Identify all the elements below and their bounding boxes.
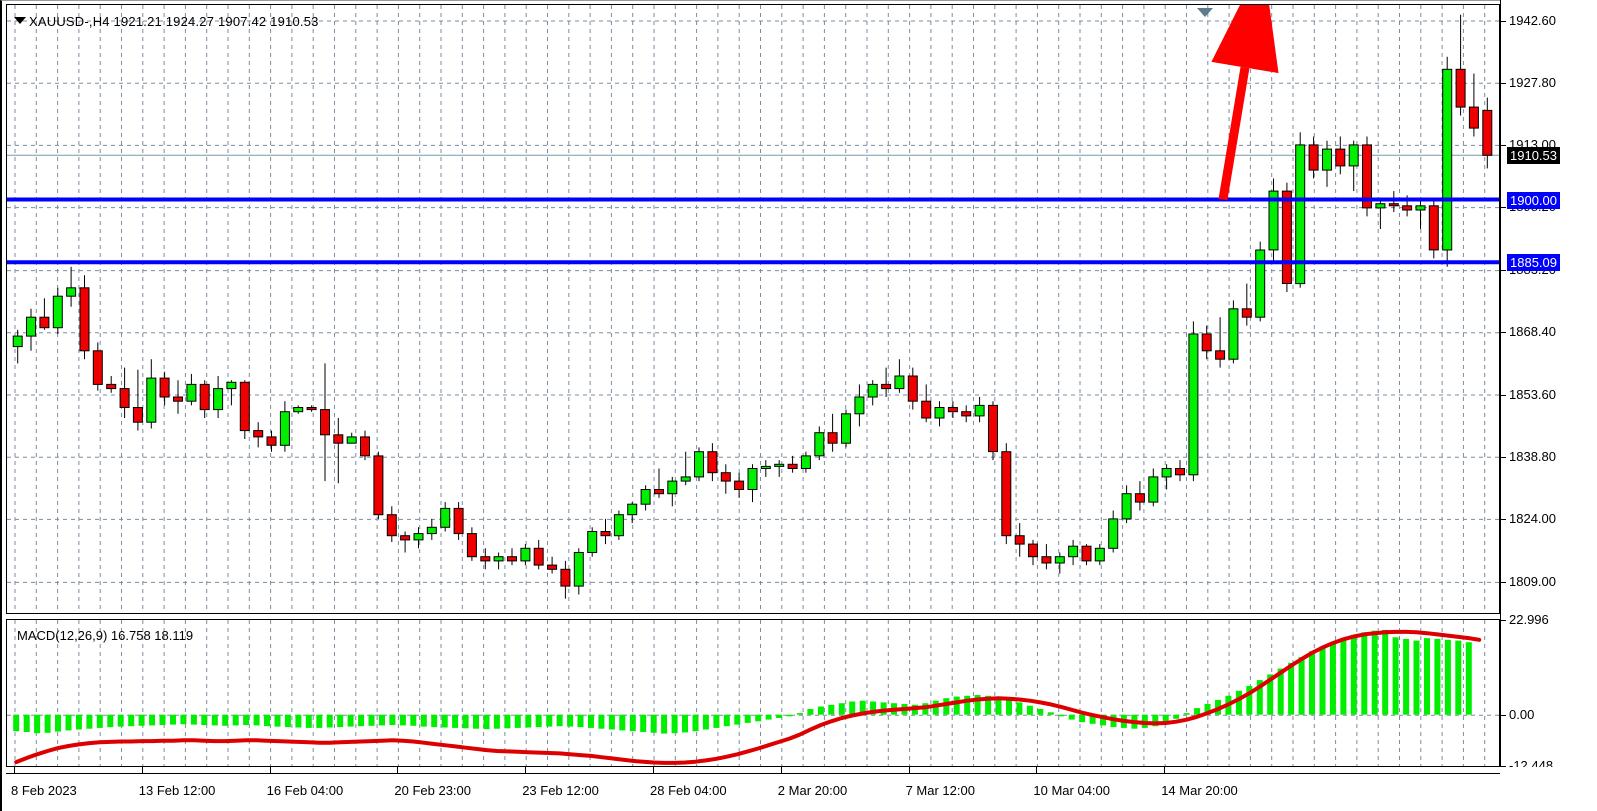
time-tick-label: 16 Feb 04:00 — [266, 783, 344, 798]
time-tick-label: 20 Feb 23:00 — [394, 783, 472, 798]
time-tick — [269, 767, 271, 773]
price-tick — [1500, 144, 1506, 146]
triangle-marker-icon — [1197, 8, 1213, 17]
price-tick-label: 1868.40 — [1509, 324, 1556, 340]
time-tick-label: 2 Mar 20:00 — [777, 783, 848, 798]
time-tick — [14, 767, 15, 773]
price-chart-svg — [7, 5, 1499, 613]
macd-axis: 22.996 0.00 -12.448 — [1500, 613, 1597, 772]
price-axis[interactable]: 1942.601927.801913.001898.201883.201868.… — [1500, 0, 1597, 767]
collapse-triangle-down-icon[interactable] — [14, 17, 26, 24]
price-tick-label: 1853.60 — [1509, 386, 1556, 402]
time-tick-label: 28 Feb 04:00 — [650, 783, 727, 798]
price-tick-label: 1942.60 — [1509, 12, 1556, 28]
price-tick — [1500, 518, 1506, 520]
price-tick — [1500, 82, 1506, 84]
macd-axis-line — [1500, 619, 1501, 767]
time-tick-label: 10 Mar 04:00 — [1033, 783, 1110, 798]
macd-tick — [1500, 714, 1506, 716]
macd-tick — [1500, 620, 1506, 621]
macd-plot-area[interactable] — [7, 620, 1499, 766]
macd-label: MACD(12,26,9) 16.758 18.119 — [17, 628, 194, 643]
time-axis-line — [6, 773, 1500, 774]
symbol-ohlc-label: XAUUSD-,H4 1921.21 1924.27 1907.42 1910.… — [29, 14, 319, 29]
price-plot-area[interactable] — [7, 5, 1499, 613]
time-tick-label: 7 Mar 12:00 — [905, 783, 975, 798]
time-tick — [525, 767, 527, 773]
price-tick-label: 1824.00 — [1509, 510, 1556, 526]
level-label-1900[interactable]: 1900.00 — [1507, 191, 1560, 209]
price-axis-line — [1500, 0, 1501, 767]
time-tick — [1036, 767, 1038, 773]
time-tick-label: 13 Feb 12:00 — [138, 783, 216, 798]
price-tick — [1500, 207, 1506, 209]
time-tick — [780, 767, 782, 773]
macd-panel[interactable]: MACD(12,26,9) 16.758 18.119 — [6, 619, 1500, 767]
time-tick-label: 8 Feb 2023 — [11, 783, 77, 798]
time-tick — [653, 767, 654, 773]
price-tick-label: 1809.00 — [1509, 573, 1556, 589]
time-tick-label: 23 Feb 12:00 — [522, 783, 599, 798]
price-tick-label: 1927.80 — [1509, 74, 1556, 90]
macd-tick — [1500, 766, 1506, 767]
time-tick — [1164, 767, 1166, 773]
price-tick — [1500, 270, 1506, 272]
macd-chart-svg — [7, 620, 1499, 766]
price-chart-panel[interactable]: XAUUSD-,H4 1921.21 1924.27 1907.42 1910.… — [6, 4, 1500, 614]
time-tick — [908, 767, 910, 773]
price-tick — [1500, 581, 1506, 583]
time-axis[interactable]: 8 Feb 2023 13 Feb 12:00 16 Feb 04:00 20 Feb… — [6, 767, 1597, 811]
time-tick-label: 14 Mar 20:00 — [1161, 783, 1238, 798]
price-tick — [1500, 394, 1506, 396]
current-price-label: 1910.53 — [1507, 147, 1560, 165]
time-tick — [397, 767, 399, 773]
macd-tick-label: 22.996 — [1509, 612, 1549, 627]
time-tick — [141, 767, 143, 773]
price-tick — [1500, 456, 1506, 458]
price-tick — [1500, 20, 1506, 22]
level-label-1885[interactable]: 1885.09 — [1507, 254, 1560, 272]
price-tick — [1500, 332, 1506, 334]
macd-tick-label: 0.00 — [1509, 706, 1535, 722]
price-tick-label: 1838.80 — [1509, 448, 1556, 464]
bullish-arrow[interactable] — [1211, 5, 1279, 201]
